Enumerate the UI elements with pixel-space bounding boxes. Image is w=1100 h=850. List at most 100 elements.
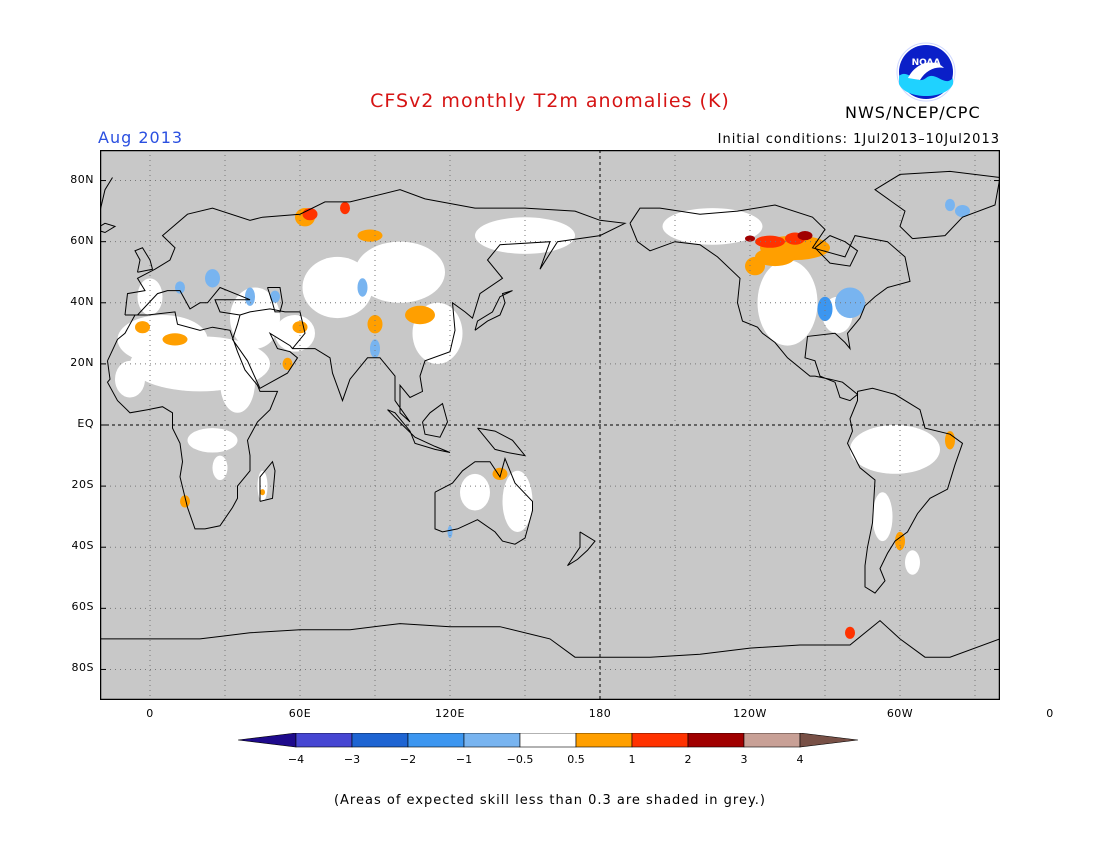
lat-label: 80N (70, 172, 94, 186)
anomaly-patch-2 (115, 360, 145, 398)
lat-label: 60S (71, 600, 94, 614)
anomaly-patch-21 (502, 470, 533, 532)
colorbar-segment (463, 733, 521, 748)
australia-coast (434, 457, 533, 545)
skill-footnote: (Areas of expected skill less than 0.3 a… (333, 793, 767, 808)
map-title: CFSv2 monthly T2m anomalies (K) (370, 90, 730, 112)
greenland-copy-edge (100, 177, 113, 212)
colorbar-label: 3 (740, 753, 748, 766)
colorbar-label: −0.5 (506, 753, 534, 766)
anomaly-patch-43 (340, 202, 350, 215)
lat-label: 80S (71, 661, 94, 675)
anomaly-patch-24 (162, 333, 188, 346)
colorbar-segment (743, 733, 801, 748)
colorbar-segment (238, 733, 297, 748)
anomaly-patch-7 (137, 278, 163, 315)
lon-label: 0 (146, 707, 154, 720)
anomaly-patch-41 (260, 489, 265, 496)
colorbar-label: 1 (628, 753, 636, 766)
africa-coast (106, 311, 279, 530)
anomaly-patch-53 (370, 339, 380, 358)
anomaly-patch-14 (662, 208, 763, 245)
lon-label: 180 (588, 707, 612, 720)
valid-month: Aug 2013 (98, 128, 184, 147)
colorbar-label: 4 (796, 753, 804, 766)
anomaly-patch-19 (905, 550, 920, 575)
colorbar-segment (407, 733, 465, 748)
south-america-coast (846, 387, 964, 594)
noaa-logo-text: NOAA (912, 58, 941, 68)
anomaly-patch-46 (845, 626, 855, 639)
colorbar-segment (295, 733, 353, 748)
colorbar-label: 2 (684, 753, 692, 766)
arabia-asia-minor (239, 308, 306, 349)
lat-label: 20S (71, 478, 94, 492)
anomaly-patch-20 (460, 473, 490, 511)
lat-label: 60N (70, 233, 94, 247)
greenland-coast (874, 170, 1000, 240)
colorbar (238, 733, 859, 748)
world-anomaly-map (100, 150, 1000, 700)
anomaly-patch-35 (180, 495, 190, 508)
anomaly-patch-5 (212, 455, 228, 480)
colorbar-segment (351, 733, 409, 748)
uk-coast (134, 247, 154, 273)
anomaly-patch-51 (205, 269, 220, 288)
lon-label: 120W (733, 707, 767, 720)
new-guinea-coast (477, 427, 527, 457)
anomaly-patch-34 (895, 531, 905, 551)
colorbar-segment (575, 733, 633, 748)
anomaly-patch-40 (357, 229, 383, 242)
lon-label: 60E (288, 707, 312, 720)
anomaly-patch-60 (447, 525, 453, 538)
colorbar-label: −4 (287, 753, 305, 766)
colorbar-segment (631, 733, 689, 748)
anomaly-patch-10 (355, 241, 445, 303)
iceland-coast (100, 222, 117, 234)
antarctica-coast (100, 619, 1000, 658)
anomaly-patch-18 (872, 492, 893, 542)
lat-label: EQ (77, 417, 94, 430)
lon-label: 120E (435, 707, 465, 720)
madagascar-coast (259, 460, 276, 502)
colorbar-label: −2 (399, 753, 417, 766)
lon-label: 0 (1046, 707, 1054, 720)
anomaly-patch-55 (245, 287, 255, 306)
anomaly-patch-32 (755, 247, 795, 267)
anomaly-patch-26 (292, 321, 308, 334)
indonesia-coast (387, 409, 451, 453)
colorbar-segment (799, 733, 859, 748)
caspian-sea (267, 287, 284, 313)
anomaly-patch-25 (135, 321, 150, 334)
anomaly-patch-56 (175, 281, 185, 294)
north-america-coast (629, 204, 911, 402)
agency-label: NWS/NCEP/CPC (845, 103, 981, 122)
anomaly-patch-27 (282, 357, 293, 370)
anomaly-patch-54 (270, 290, 280, 303)
anomaly-patch-50 (817, 296, 833, 322)
anomaly-patch-8 (230, 287, 280, 349)
colorbar-segment (687, 733, 745, 748)
lat-label: 40N (70, 294, 94, 308)
anomaly-patch-29 (367, 315, 383, 334)
colorbar-segment (519, 733, 577, 748)
anomaly-patch-4 (187, 428, 238, 453)
new-zealand-coast (567, 531, 596, 567)
anomaly-patch-28 (405, 305, 435, 325)
anomaly-patch-17 (850, 425, 940, 474)
colorbar-label: −3 (343, 753, 361, 766)
lon-label: 60W (886, 707, 914, 720)
anomaly-patch-57 (945, 198, 955, 212)
anomaly-patch-47 (797, 231, 813, 241)
anomaly-patch-42 (302, 208, 318, 221)
borneo-coast (422, 402, 449, 438)
anomaly-patch-3 (220, 351, 255, 413)
lat-label: 40S (71, 539, 94, 553)
anomaly-patch-48 (745, 235, 755, 242)
hudson-bay (814, 235, 859, 267)
anomaly-patch-58 (955, 205, 970, 218)
anomaly-patch-52 (357, 278, 368, 297)
colorbar-label: 0.5 (567, 753, 585, 766)
japan-coast (474, 290, 513, 331)
lat-label: 20N (70, 355, 94, 369)
